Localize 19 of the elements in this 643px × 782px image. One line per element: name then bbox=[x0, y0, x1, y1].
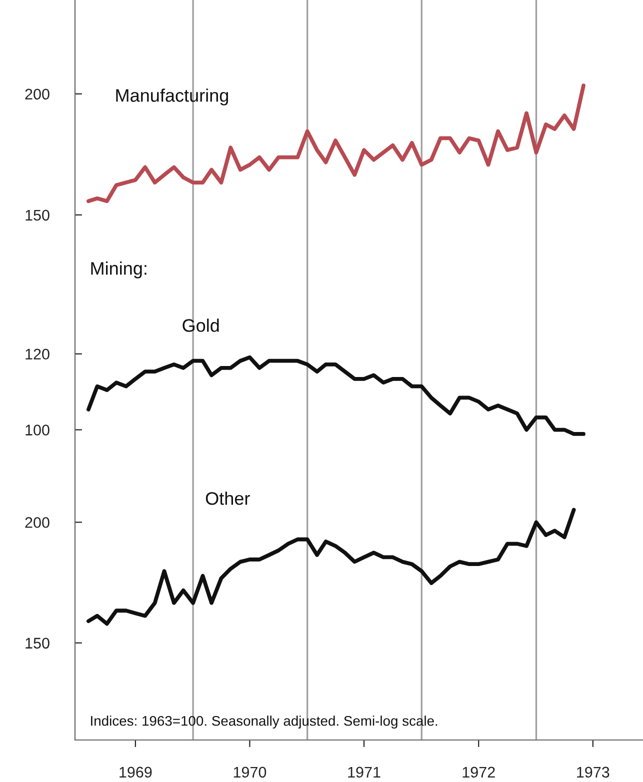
y-tick-label: 100 bbox=[26, 424, 50, 436]
y-tick-label: 150 bbox=[26, 210, 50, 221]
y-tick-label: 200 bbox=[25, 517, 50, 528]
x-tick-label: 1972 bbox=[462, 766, 495, 778]
text: Gold bbox=[182, 318, 219, 332]
text: Manufacturing bbox=[116, 88, 228, 106]
x-tick-label: 1970 bbox=[234, 766, 266, 778]
y-tick-label: 200 bbox=[25, 88, 50, 100]
text: Mining: bbox=[91, 262, 146, 278]
line-series bbox=[86, 84, 586, 204]
y-tick-label: 120 bbox=[26, 348, 50, 360]
y-tick-label: 150 bbox=[26, 638, 50, 649]
line-series bbox=[86, 355, 586, 436]
line-series bbox=[86, 508, 576, 626]
x-tick-label: 1973 bbox=[577, 766, 610, 778]
text: Other bbox=[206, 492, 250, 505]
annotation: Indices: 1963=100. Seasonally adjusted. Semi-log scale. bbox=[91, 716, 438, 729]
x-tick-label: 1969 bbox=[120, 766, 152, 778]
x-tick-label: 1971 bbox=[348, 766, 380, 778]
